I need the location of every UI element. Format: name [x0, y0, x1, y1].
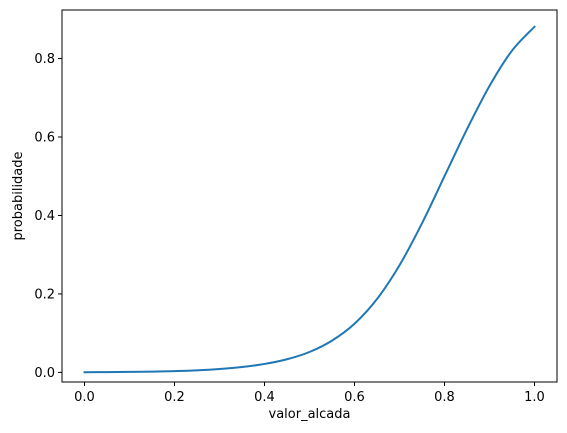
- y-tick-label: 0.4: [34, 209, 55, 224]
- x-tick-label: 0.6: [344, 390, 365, 405]
- y-axis: 0.0 0.2 0.4 0.6 0.8: [34, 52, 62, 381]
- y-tick-label: 0.0: [34, 366, 55, 381]
- y-axis-label: probabilidade: [11, 151, 26, 240]
- plot-frame: [61, 9, 558, 383]
- x-axis-label: valor_alcada: [269, 407, 351, 422]
- x-tick-label: 0.8: [434, 390, 455, 405]
- x-tick-label: 0.2: [164, 390, 185, 405]
- x-axis: 0.0 0.2 0.4 0.6 0.8 1.0: [74, 382, 545, 405]
- y-tick-label: 0.6: [34, 130, 55, 145]
- series-line: [83, 25, 536, 374]
- x-tick-label: 0.4: [254, 390, 275, 405]
- y-tick-label: 0.2: [34, 287, 55, 302]
- y-tick-label: 0.8: [34, 52, 55, 67]
- x-tick-label: 0.0: [74, 390, 95, 405]
- plot-layer: [83, 25, 536, 374]
- x-tick-label: 1.0: [524, 390, 545, 405]
